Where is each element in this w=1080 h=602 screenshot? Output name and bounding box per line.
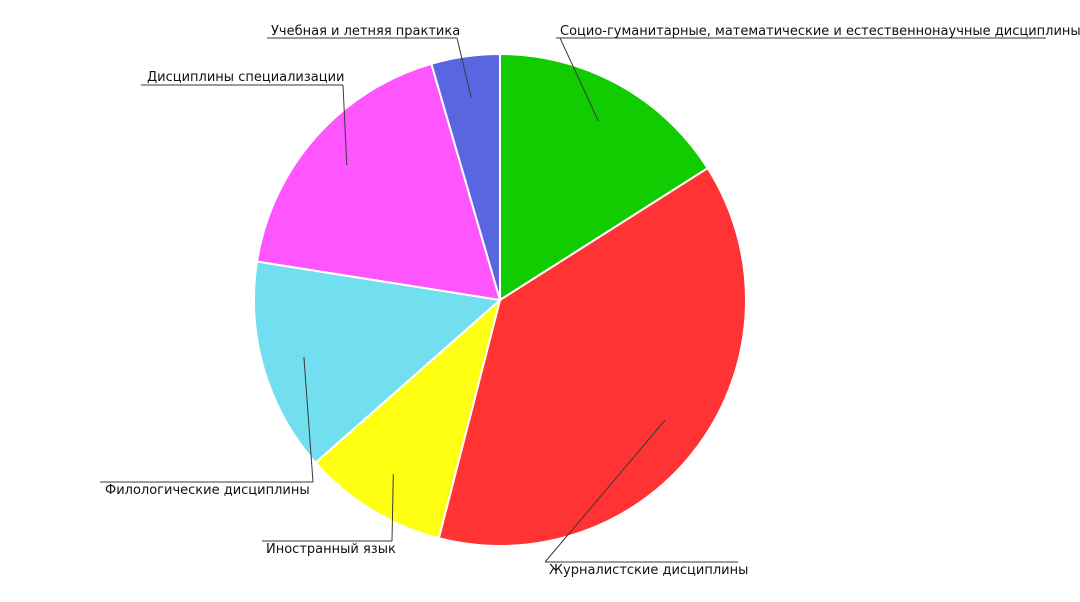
slice-label-practice: Учебная и летняя практика xyxy=(271,24,460,39)
leader-line xyxy=(544,419,666,563)
leader-line xyxy=(391,474,394,542)
slice-label-journalism: Журналистские дисциплины xyxy=(549,563,748,578)
slice-label-foreign-language: Иностранный язык xyxy=(266,542,396,557)
slice-socio-humanitarian xyxy=(499,52,710,302)
leader-line xyxy=(559,37,599,122)
slice-labels: Социо-гуманитарные, математические и ест… xyxy=(105,24,1080,578)
slice-journalism xyxy=(437,166,747,547)
pie-slices xyxy=(253,52,747,547)
slice-practice xyxy=(430,52,501,301)
slice-label-socio-humanitarian: Социо-гуманитарные, математические и ест… xyxy=(560,24,1080,39)
leader-line xyxy=(303,356,314,483)
leader-line xyxy=(342,84,348,166)
slice-specialization xyxy=(255,62,502,302)
slice-philology xyxy=(253,260,503,465)
leader-line xyxy=(456,37,472,99)
slice-foreign-language xyxy=(314,297,502,540)
slice-label-specialization: Дисциплины специализации xyxy=(147,70,345,85)
label-leader-lines xyxy=(100,37,1046,563)
slice-label-philology: Филологические дисциплины xyxy=(105,483,310,498)
